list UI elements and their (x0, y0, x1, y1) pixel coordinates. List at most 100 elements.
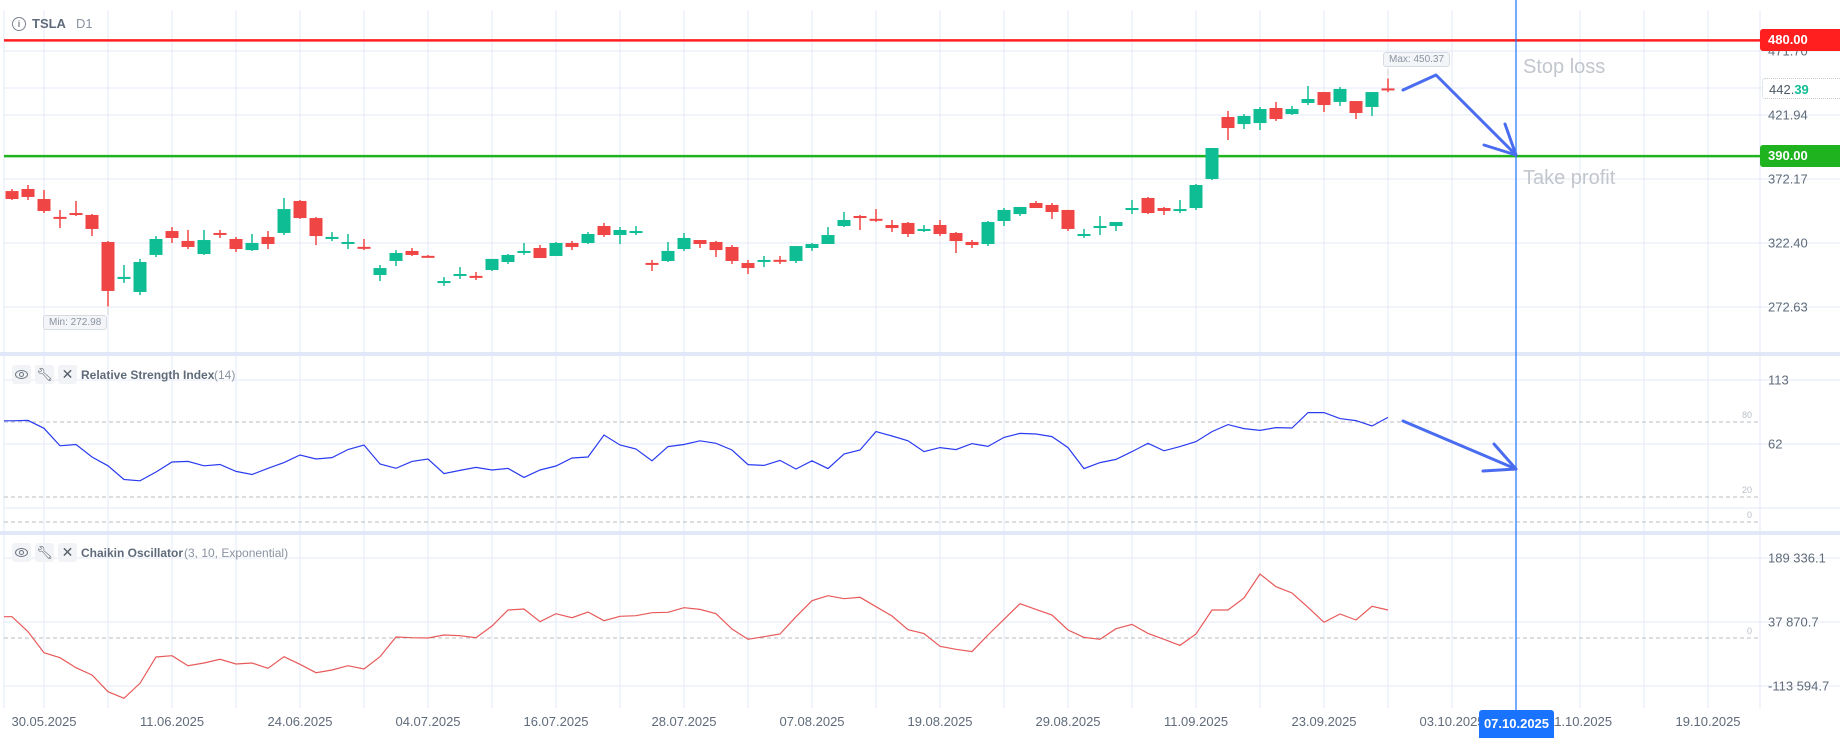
candle-body (853, 215, 867, 219)
last-price-int: 442. (1769, 82, 1795, 97)
rsi-params: (14) (214, 368, 236, 382)
candle (1029, 200, 1043, 209)
candle (805, 242, 819, 251)
candle (709, 240, 723, 258)
stop-loss-price-tag[interactable]: 480.00 (1760, 29, 1840, 51)
info-icon[interactable]: i (12, 16, 26, 31)
candle-body (149, 239, 163, 255)
candle (277, 197, 291, 236)
candle (917, 224, 931, 233)
candle-body (933, 224, 947, 234)
pane-separator (0, 531, 1840, 535)
candle-body (581, 233, 595, 243)
candle-body (821, 235, 835, 245)
price-axis-label: 421.94 (1768, 107, 1808, 123)
candle-body (165, 231, 179, 238)
stop-loss-text[interactable]: Stop loss (1523, 56, 1606, 78)
chaikin-settings-button[interactable]: 🔧︎ (35, 543, 54, 562)
candle-body (293, 200, 307, 219)
candle (1157, 206, 1171, 215)
candle (181, 230, 195, 250)
candle (517, 242, 531, 255)
take-profit-price-tag[interactable]: 390.00 (1760, 145, 1840, 167)
candle-body (549, 242, 563, 256)
candle-body (725, 246, 739, 261)
wrench-icon: 🔧︎ (36, 544, 53, 560)
candle (533, 245, 547, 259)
candle (933, 219, 947, 237)
candle-body (677, 237, 691, 250)
chart-header: i TSLA D1 (12, 16, 93, 31)
candle (5, 188, 19, 201)
candle-body (789, 246, 803, 261)
candle (389, 250, 403, 267)
candle-body (645, 262, 659, 265)
candle (245, 233, 259, 251)
timeframe-label: D1 (75, 16, 93, 31)
candle (1093, 215, 1107, 236)
time-axis-label: 30.05.2025 (11, 714, 77, 729)
candle (437, 277, 451, 286)
chaikin-remove-button[interactable]: ✕ (58, 543, 77, 562)
arrowhead-icon (1481, 442, 1518, 473)
chaikin-visibility-button[interactable] (12, 543, 31, 562)
candle-body (661, 250, 675, 261)
levels (4, 39, 1760, 158)
candle (901, 222, 915, 237)
candle (213, 230, 227, 238)
candle-body (453, 273, 467, 276)
price-axis-label: 272.63 (1768, 299, 1808, 315)
take-profit-text[interactable]: Take profit (1523, 167, 1616, 189)
close-icon: ✕ (61, 544, 74, 560)
candle-body (741, 263, 755, 269)
candle (485, 258, 499, 272)
candle (1269, 101, 1283, 121)
candle (725, 245, 739, 264)
price-axis-label: 322.40 (1768, 235, 1808, 251)
candle-body (1365, 92, 1379, 107)
candle-body (213, 232, 227, 235)
chaikin-title: Chaikin Oscillator (81, 546, 184, 560)
candle-body (901, 222, 915, 234)
candle (1061, 209, 1075, 232)
rsi-remove-button[interactable]: ✕ (58, 365, 77, 384)
candle (53, 209, 67, 229)
candle (197, 230, 211, 255)
crosshair-date-label: 07.10.2025 (1479, 710, 1554, 738)
rsi-level-20: 20 (1741, 485, 1752, 495)
eye-icon (15, 548, 28, 557)
time-axis-label: 07.08.2025 (779, 714, 845, 729)
candle-body (261, 236, 275, 245)
pane-separator (0, 352, 1840, 356)
candle (965, 240, 979, 249)
candle (853, 214, 867, 231)
candle-body (1317, 92, 1331, 106)
candle (1125, 200, 1139, 215)
candle-body (1029, 203, 1043, 209)
candle (501, 254, 515, 264)
rsi-forecast-arrow (1401, 419, 1518, 471)
candle-body (629, 231, 643, 234)
rsi-axis-label: 113 (1768, 372, 1789, 388)
candle-body (1381, 88, 1395, 91)
candle-body (613, 230, 627, 236)
candle (117, 264, 131, 283)
eye-icon (15, 370, 28, 379)
candle (693, 240, 707, 249)
rsi-settings-button[interactable]: 🔧︎ (35, 365, 54, 384)
candle-body (517, 250, 531, 253)
candle-body (1301, 98, 1315, 103)
rsi-visibility-button[interactable] (12, 365, 31, 384)
price-forecast-arrow (1401, 73, 1518, 157)
candle (1381, 78, 1395, 93)
close-icon: ✕ (61, 366, 74, 382)
candle-body (757, 259, 771, 262)
candle (1301, 86, 1315, 106)
candle (549, 241, 563, 256)
candle (757, 255, 771, 268)
candle-body (181, 240, 195, 247)
candle (85, 213, 99, 237)
time-axis-label: 24.06.2025 (267, 714, 333, 729)
candle-body (229, 239, 243, 250)
